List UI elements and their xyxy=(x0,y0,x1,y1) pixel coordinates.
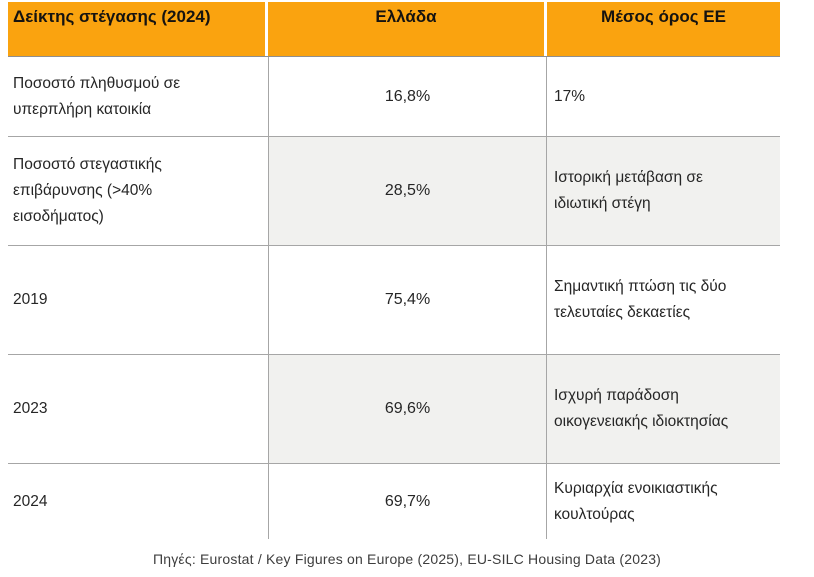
cell-greece-value: 75,4% xyxy=(268,246,547,354)
cell-eu-text: Κυριαρχία ενοικιαστικής κουλτούρας xyxy=(554,479,718,523)
cell-indicator: 2024 xyxy=(8,464,268,539)
cell-indicator: 2023 xyxy=(8,355,268,463)
cell-indicator: Ποσοστό στεγαστικής επιβάρυνσης (>40% ει… xyxy=(8,137,268,245)
table-row: Ποσοστό στεγαστικής επιβάρυνσης (>40% ει… xyxy=(8,137,780,246)
cell-eu-text: 17% xyxy=(554,87,586,105)
cell-indicator: Ποσοστό πληθυσμού σε υπερπλήρη κατοικία xyxy=(8,57,268,136)
header-cell-greece: Ελλάδα xyxy=(268,2,544,56)
cell-eu-value: Κυριαρχία ενοικιαστικής κουλτούρας xyxy=(547,464,780,539)
cell-indicator-text: 2024 xyxy=(13,492,48,510)
source-caption: Πηγές: Eurostat / Key Figures on Europe … xyxy=(152,551,662,567)
cell-eu-text: Σημαντική πτώση τις δύο τελευταίες δεκαε… xyxy=(554,278,727,321)
cell-indicator-text: 2023 xyxy=(13,400,48,417)
cell-eu-value: Σημαντική πτώση τις δύο τελευταίες δεκαε… xyxy=(547,246,780,354)
header-cell-indicator: Δείκτης στέγασης (2024) xyxy=(8,2,265,56)
cell-eu-text: Ισχυρή παράδοση οικογενειακής ιδιοκτησία… xyxy=(554,387,729,430)
cell-indicator: 2019 xyxy=(8,246,268,354)
cell-greece-value: 69,6% xyxy=(268,355,547,463)
cell-eu-value: Ιστορική μετάβαση σε ιδιωτική στέγη xyxy=(547,137,780,245)
cell-greece-value: 16,8% xyxy=(268,57,547,136)
cell-greece-value: 69,7% xyxy=(268,464,547,539)
table-row: 2023 69,6% Ισχυρή παράδοση οικογενειακής… xyxy=(8,355,780,464)
table-row: Ποσοστό πληθυσμού σε υπερπλήρη κατοικία … xyxy=(8,57,780,137)
cell-eu-text: Ιστορική μετάβαση σε ιδιωτική στέγη xyxy=(554,169,703,212)
cell-eu-value: Ισχυρή παράδοση οικογενειακής ιδιοκτησία… xyxy=(547,355,780,463)
cell-indicator-text: 2019 xyxy=(13,291,48,308)
cell-greece-value: 28,5% xyxy=(268,137,547,245)
table-row: 2024 69,7% Κυριαρχία ενοικιαστικής κουλτ… xyxy=(8,464,780,539)
header-cell-eu-average: Μέσος όρος ΕΕ xyxy=(547,2,780,56)
table-row: 2019 75,4% Σημαντική πτώση τις δύο τελευ… xyxy=(8,246,780,355)
cell-indicator-text: Ποσοστό πληθυσμού σε υπερπλήρη κατοικία xyxy=(13,74,181,118)
housing-indicators-table: Δείκτης στέγασης (2024) Ελλάδα Μέσος όρο… xyxy=(8,2,780,539)
cell-eu-value: 17% xyxy=(547,57,780,136)
cell-indicator-text: Ποσοστό στεγαστικής επιβάρυνσης (>40% ει… xyxy=(13,156,162,225)
table-header-row: Δείκτης στέγασης (2024) Ελλάδα Μέσος όρο… xyxy=(8,2,780,57)
